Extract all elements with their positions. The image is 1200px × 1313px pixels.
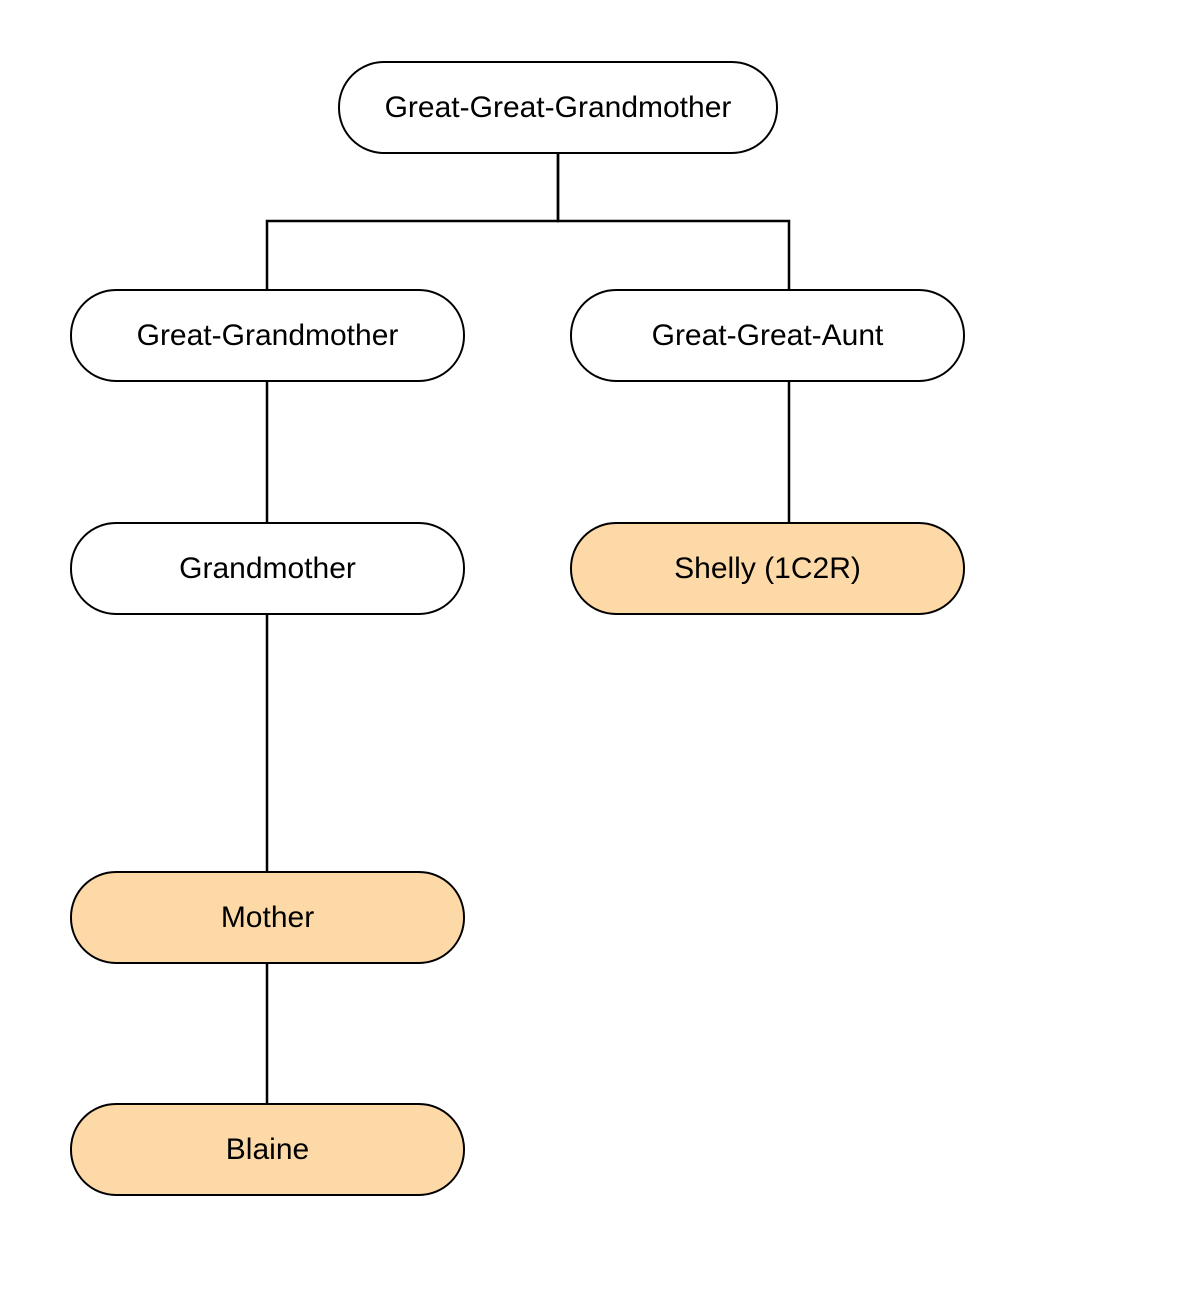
tree-node-label: Grandmother: [179, 552, 356, 586]
tree-node-label: Blaine: [226, 1133, 309, 1167]
tree-node-gga: Great-Great-Aunt: [570, 289, 965, 382]
tree-node-label: Great-Great-Grandmother: [385, 91, 732, 125]
tree-node-gm: Grandmother: [70, 522, 465, 615]
tree-edge-ggg-gga: [558, 154, 789, 289]
tree-node-gg: Great-Grandmother: [70, 289, 465, 382]
tree-node-label: Great-Great-Aunt: [652, 319, 884, 353]
tree-node-sh: Shelly (1C2R): [570, 522, 965, 615]
tree-node-ggg: Great-Great-Grandmother: [338, 61, 778, 154]
tree-node-label: Great-Grandmother: [137, 319, 399, 353]
tree-node-mo: Mother: [70, 871, 465, 964]
tree-node-bl: Blaine: [70, 1103, 465, 1196]
tree-node-label: Shelly (1C2R): [674, 552, 861, 586]
tree-node-label: Mother: [221, 901, 314, 935]
tree-edge-ggg-gg: [267, 154, 558, 289]
